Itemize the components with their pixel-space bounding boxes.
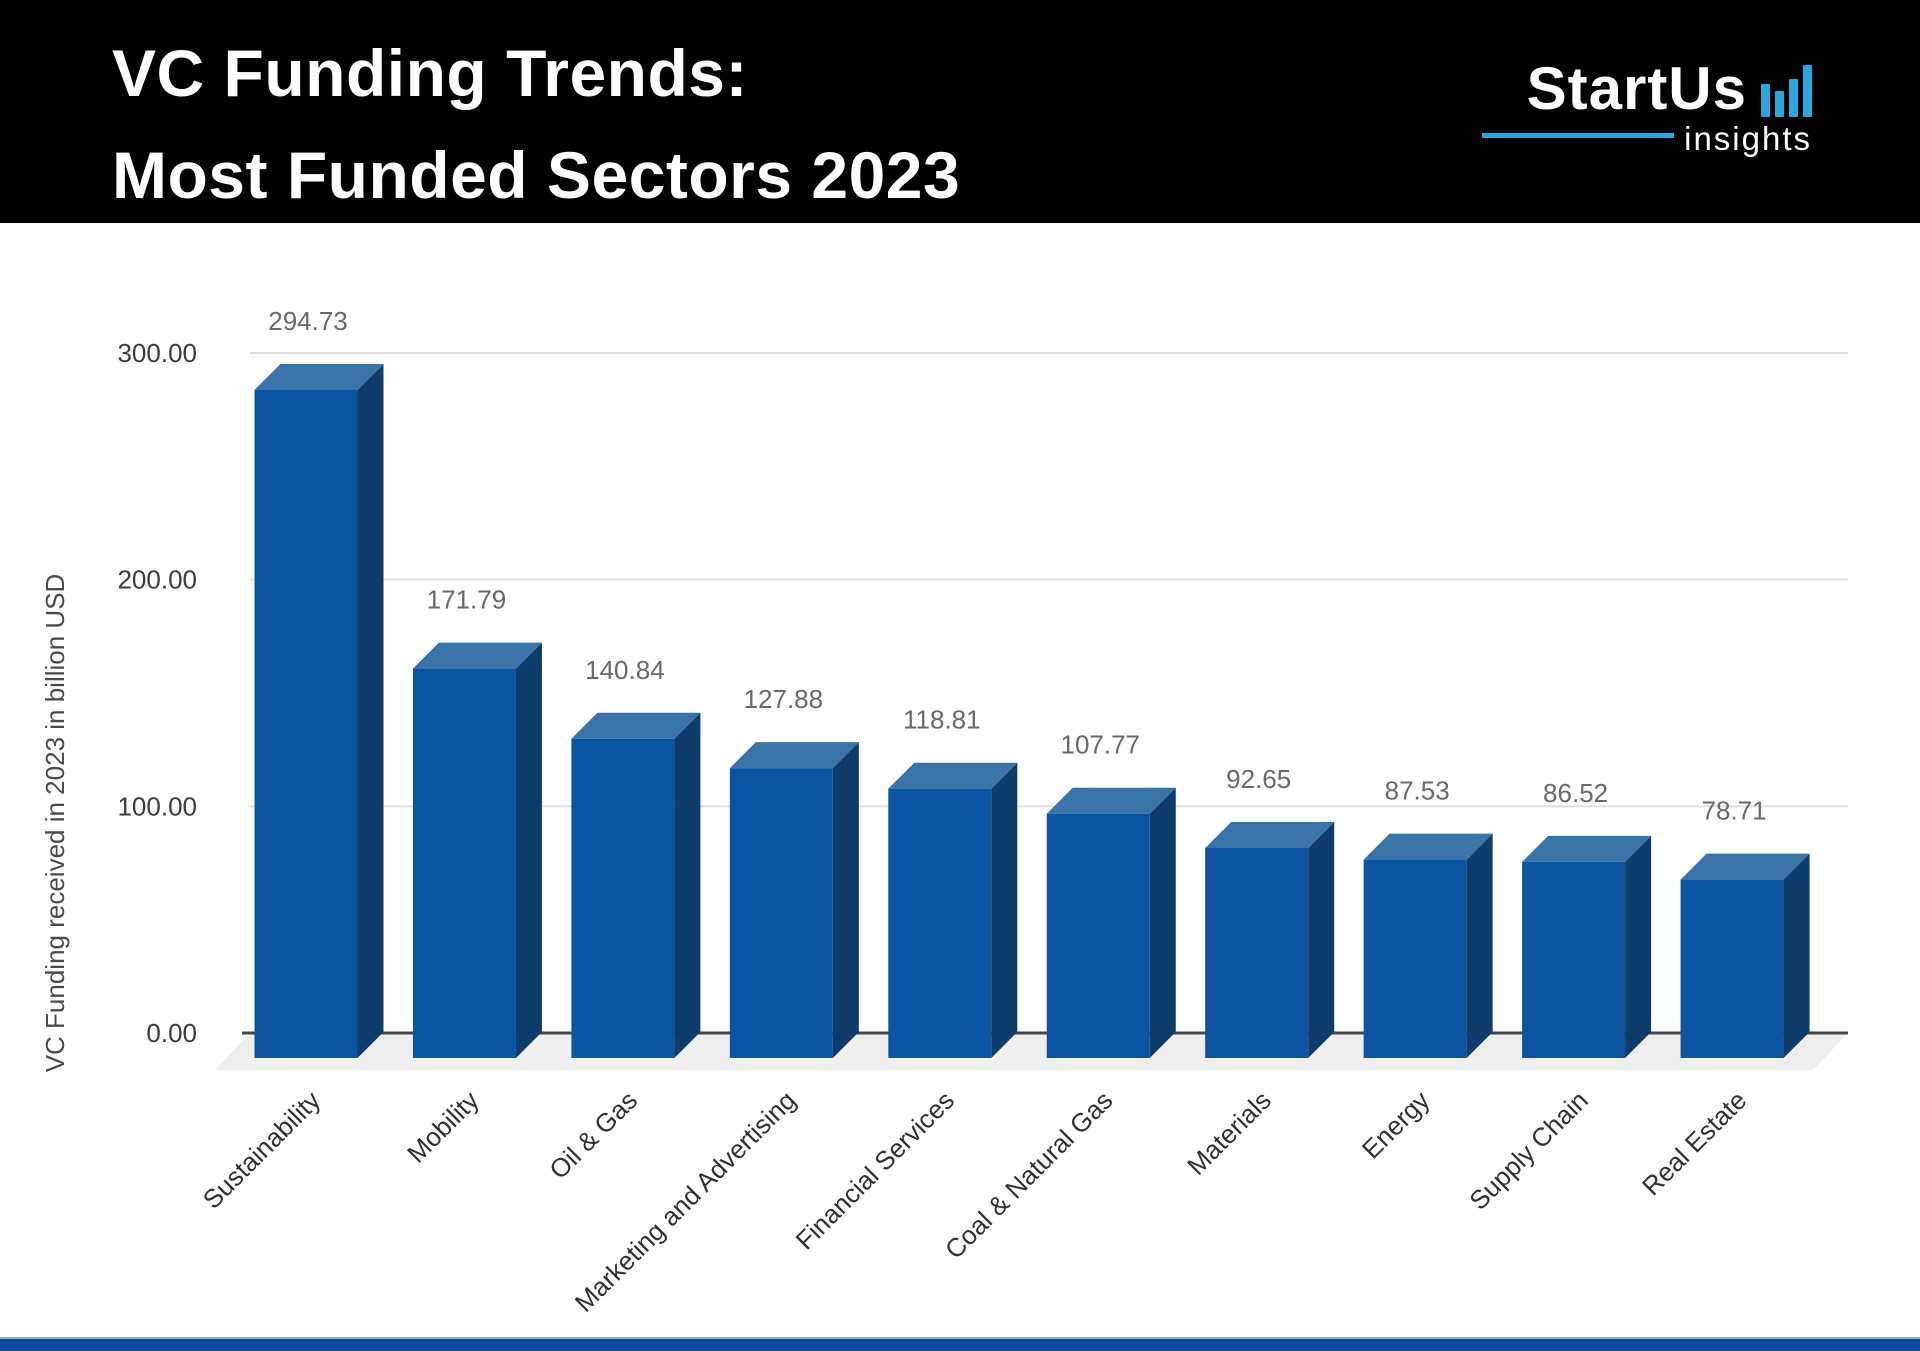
value-label-2: 171.79 [427, 585, 507, 615]
bar-chart-icon-bar [1789, 79, 1798, 117]
page-title: VC Funding Trends: Most Funded Sectors 2… [112, 22, 960, 227]
bar-9 [1522, 861, 1626, 1058]
category-label-2: Mobility [401, 1085, 485, 1169]
bar-10 [1680, 879, 1784, 1058]
y-tick-label-300: 300.00 [117, 338, 197, 368]
y-tick-label-100: 100.00 [117, 791, 197, 821]
category-label-5: Financial Services [790, 1085, 960, 1255]
bar-top-1 [254, 363, 384, 390]
startus-insights-logo: StartUs insights [1482, 55, 1812, 155]
bar-side-10 [1783, 853, 1810, 1058]
logo-brand-text: StartUs [1526, 55, 1747, 122]
bar-chart-icon-bar [1803, 65, 1812, 117]
bar-side-3 [674, 712, 701, 1058]
bar-top-2 [412, 642, 542, 669]
category-label-1: Sustainability [197, 1085, 327, 1215]
bar-5 [888, 788, 992, 1058]
bar-top-10 [1680, 853, 1810, 880]
bar-top-9 [1522, 835, 1652, 862]
footer-blue-band [0, 1339, 1920, 1351]
value-label-8: 87.53 [1385, 776, 1450, 806]
header-banner: VC Funding Trends: Most Funded Sectors 2… [0, 0, 1920, 223]
value-label-10: 78.71 [1702, 796, 1767, 826]
bar-top-8 [1363, 833, 1493, 860]
bar-side-2 [515, 642, 542, 1058]
page-title-line2: Most Funded Sectors 2023 [112, 138, 961, 213]
y-axis-title: VC Funding received in 2023 in billion U… [40, 574, 70, 1073]
chart-svg: 294.73 Sustainability 171.79 Mobility 140.84… [40, 306, 1848, 1318]
footer-top-edge [0, 1337, 1920, 1339]
value-label-7: 92.65 [1226, 764, 1291, 794]
logo-brand-row: StartUs [1482, 55, 1812, 122]
bar-6 [1046, 813, 1150, 1058]
logo-tagline-text: insights [1684, 120, 1812, 157]
category-label-9: Supply Chain [1463, 1085, 1594, 1216]
bar-chart-icon-bar [1761, 84, 1770, 117]
bar-chart-icon-bar [1775, 91, 1784, 117]
value-label-5: 118.81 [903, 705, 981, 735]
bar-4 [729, 768, 833, 1058]
bar-top-3 [571, 712, 701, 739]
bar-chart-icon [1761, 63, 1812, 117]
bar-top-5 [888, 762, 1018, 789]
bar-side-8 [1466, 833, 1493, 1058]
y-tick-label-0: 0.00 [146, 1018, 197, 1048]
category-label-7: Materials [1181, 1085, 1277, 1181]
bar-side-7 [1308, 821, 1335, 1058]
category-label-6: Coal & Natural Gas [939, 1085, 1119, 1265]
category-label-10: Real Estate [1636, 1085, 1752, 1201]
bar-side-1 [357, 363, 384, 1058]
y-tick-label-200: 200.00 [117, 565, 197, 595]
bar-top-6 [1046, 787, 1176, 814]
bar-side-9 [1625, 835, 1652, 1058]
category-label-3: Oil & Gas [543, 1085, 643, 1185]
bar-1 [254, 389, 358, 1058]
logo-tagline-row: insights [1482, 122, 1812, 155]
bar-top-7 [1205, 821, 1335, 848]
bar-3 [571, 738, 675, 1058]
bar-side-5 [991, 762, 1018, 1058]
value-label-9: 86.52 [1543, 778, 1608, 808]
value-label-3: 140.84 [585, 655, 665, 685]
bar-top-4 [729, 742, 859, 769]
category-label-8: Energy [1356, 1085, 1435, 1164]
page-title-line1: VC Funding Trends: [112, 36, 748, 110]
footer-bar [0, 1337, 1920, 1351]
bar-side-6 [1149, 787, 1176, 1058]
value-label-6: 107.77 [1060, 730, 1140, 760]
bar-2 [412, 668, 516, 1058]
bar-side-4 [832, 742, 859, 1058]
value-label-4: 127.88 [744, 684, 824, 714]
logo-underline [1482, 133, 1675, 138]
bar-8 [1363, 859, 1467, 1058]
bar-7 [1205, 847, 1309, 1058]
value-label-1: 294.73 [268, 306, 348, 336]
chart-area: 294.73 Sustainability 171.79 Mobility 140.84… [0, 223, 1920, 1337]
